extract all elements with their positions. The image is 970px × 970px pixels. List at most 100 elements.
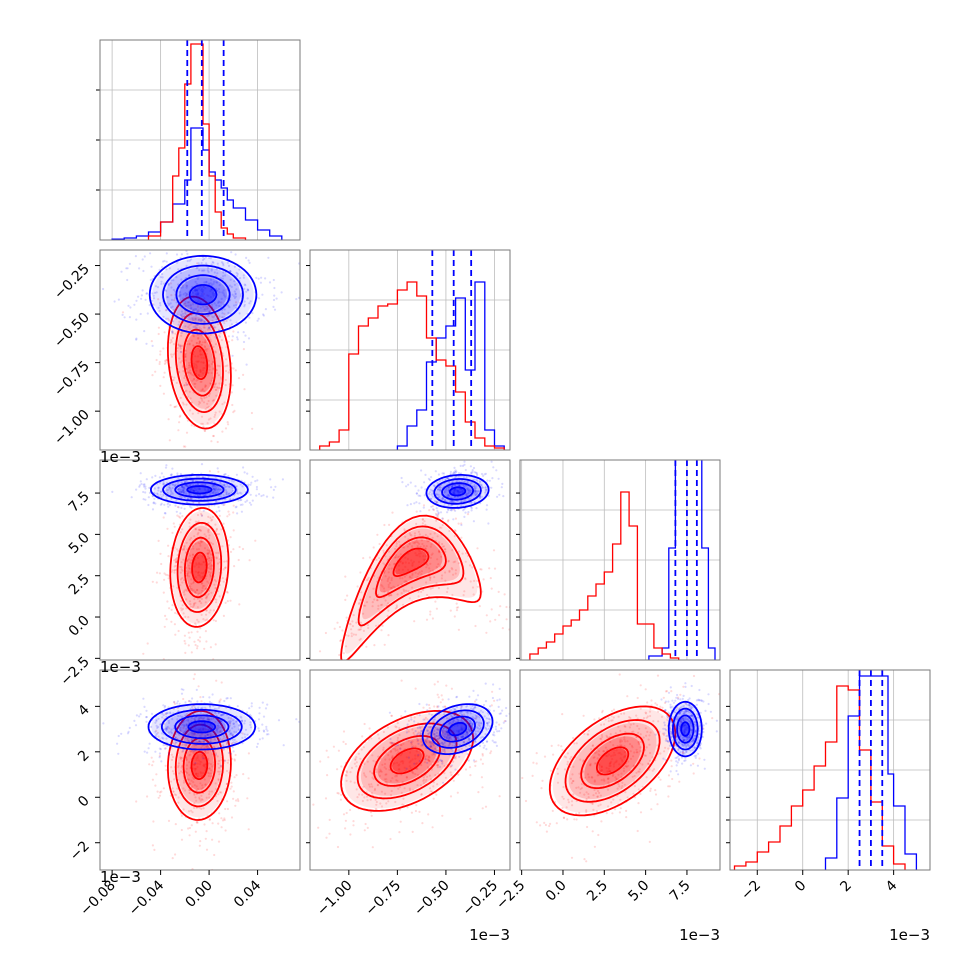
scatter-point (460, 719, 463, 722)
scatter-point (158, 756, 161, 759)
scatter-point (213, 853, 216, 857)
contour-line (425, 474, 490, 509)
scatter-point (204, 630, 207, 633)
scatter-point (455, 706, 459, 709)
scatter-point (222, 494, 225, 497)
scatter-point (410, 811, 413, 814)
scatter-point (368, 595, 372, 599)
scatter-point (228, 492, 231, 495)
scatter-point (181, 604, 184, 607)
scatter-point (213, 489, 216, 492)
scatter-point (213, 707, 216, 711)
scatter-point (203, 487, 206, 490)
scatter-point (169, 730, 172, 733)
scatter-point (202, 361, 205, 364)
marginal-panel-1 (306, 249, 511, 451)
scatter-point (459, 495, 462, 498)
scatter-point (428, 707, 431, 710)
scatter-point (170, 608, 173, 612)
scatter-point (167, 544, 170, 547)
scatter-point (166, 600, 169, 603)
scatter-point (434, 512, 438, 515)
scatter-point (425, 754, 428, 757)
scatter-point (233, 290, 236, 293)
scatter-point (199, 539, 202, 542)
scatter-point (379, 604, 383, 607)
scatter-point (200, 343, 203, 346)
scatter-point (452, 561, 455, 564)
scatter-point (367, 626, 370, 630)
scatter-point (366, 760, 369, 763)
scatter-point (401, 561, 404, 565)
scatter-point (204, 763, 207, 766)
scatter-point (199, 353, 202, 356)
scatter-point (217, 374, 220, 377)
scatter-point (370, 814, 373, 817)
scatter-point (416, 544, 419, 548)
scatter-point (355, 761, 358, 764)
scatter-point (229, 270, 232, 273)
scatter-point (202, 367, 205, 370)
scatter-point (176, 472, 179, 475)
scatter-point (359, 663, 361, 665)
scatter-point (158, 794, 162, 797)
scatter-point (169, 780, 172, 783)
scatter-point (220, 301, 223, 304)
scatter-point (470, 727, 473, 730)
scatter-point (451, 568, 454, 571)
scatter-point (473, 486, 476, 490)
scatter-point (192, 581, 195, 585)
scatter-point (196, 324, 199, 327)
scatter-point (183, 491, 186, 494)
scatter-point (199, 370, 202, 373)
scatter-point (167, 505, 170, 508)
scatter-point (179, 531, 182, 534)
scatter-point (206, 718, 209, 721)
scatter-point (197, 685, 200, 688)
scatter-point (455, 470, 458, 473)
scatter-point (165, 464, 168, 467)
scatter-point (429, 745, 432, 748)
scatter-point (200, 746, 203, 750)
scatter-point (170, 758, 174, 762)
scatter-point (232, 457, 234, 459)
scatter-point (465, 493, 468, 496)
scatter-point (383, 523, 386, 527)
scatter-point (247, 337, 251, 340)
scatter-point (173, 623, 176, 626)
scatter-point (227, 544, 230, 547)
scatter-point (383, 762, 387, 766)
scatter-point (468, 745, 472, 748)
scatter-point (171, 305, 174, 308)
scatter-point (157, 332, 160, 336)
scatter-point (436, 493, 439, 496)
scatter-point (205, 597, 208, 600)
scatter-point (382, 549, 385, 552)
scatter-point (183, 724, 186, 727)
scatter-point (197, 337, 200, 340)
density-fill (153, 475, 246, 504)
scatter-point (437, 493, 440, 496)
scatter-point (180, 566, 183, 569)
scatter-point (230, 391, 233, 394)
scatter-point (233, 409, 236, 412)
scatter-point (423, 718, 426, 721)
scatter-point (225, 743, 229, 746)
scatter-point (413, 716, 416, 719)
scatter-point (414, 809, 417, 813)
scatter-point (460, 705, 463, 708)
scatter-point (394, 747, 397, 751)
scatter-point (448, 529, 451, 533)
scatter-point (184, 551, 187, 554)
scatter-point (498, 493, 501, 496)
scatter-point (406, 806, 409, 809)
scatter-point (146, 642, 149, 645)
scatter-point (188, 538, 191, 541)
scatter-point (188, 761, 191, 764)
scatter-point (398, 555, 401, 558)
scatter-point (210, 541, 213, 545)
scatter-point (447, 509, 450, 512)
scatter-point (143, 485, 146, 488)
scatter-point (421, 518, 424, 521)
scatter-point (426, 535, 429, 538)
